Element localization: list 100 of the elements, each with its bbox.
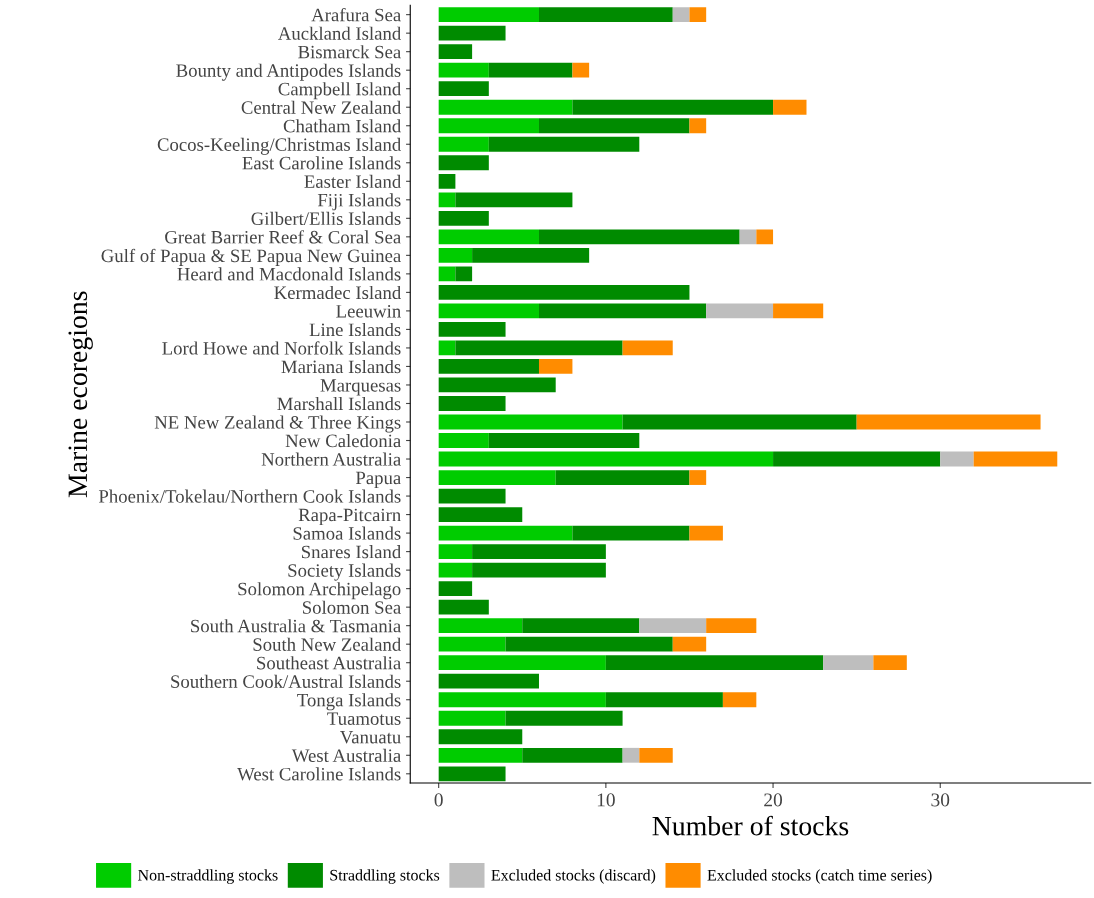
y-tick-label: New Caledonia bbox=[285, 434, 401, 448]
y-tick-label: Tonga Islands bbox=[297, 693, 401, 711]
y-tick-label: Phoenix/Tokelau/Northern Cook Islands bbox=[98, 489, 401, 503]
y-tick-label: Marquesas bbox=[320, 379, 401, 396]
bar bbox=[438, 136, 489, 152]
bar bbox=[438, 266, 456, 282]
bar bbox=[438, 470, 556, 485]
bar bbox=[438, 451, 774, 467]
y-tick-label: Leeuwin bbox=[336, 304, 401, 318]
y-tick-label: Snares Island bbox=[301, 545, 401, 559]
bar bbox=[538, 7, 673, 23]
bar bbox=[505, 636, 673, 652]
bar bbox=[438, 99, 573, 115]
bar bbox=[455, 192, 573, 208]
bar bbox=[438, 192, 456, 208]
y-tick-label: South New Zealand bbox=[253, 637, 401, 651]
y-tick-label: Solomon Sea bbox=[303, 600, 401, 614]
bar bbox=[438, 414, 623, 430]
bar bbox=[438, 747, 523, 763]
bar bbox=[438, 655, 606, 671]
bar bbox=[438, 673, 539, 689]
bar bbox=[622, 340, 673, 356]
bar bbox=[488, 136, 640, 152]
bar bbox=[488, 433, 640, 448]
y-tick-label: Bismarck Sea bbox=[298, 45, 401, 59]
bar bbox=[438, 766, 506, 782]
bar bbox=[538, 303, 707, 319]
bar bbox=[472, 247, 590, 263]
bar bbox=[438, 544, 473, 560]
y-tick-label: Lord Howe and Norfolk Islands bbox=[162, 341, 401, 355]
y-tick-label: Papua bbox=[355, 471, 401, 489]
bar bbox=[438, 62, 489, 78]
legend-label: Straddling stocks bbox=[330, 869, 440, 884]
bar bbox=[438, 173, 456, 189]
x-tick-label: 20 bbox=[764, 793, 783, 807]
legend-label: Non-straddling stocks bbox=[138, 869, 278, 884]
bar bbox=[438, 229, 539, 245]
bar bbox=[472, 544, 606, 560]
bar bbox=[689, 525, 723, 541]
y-tick-label: South Australia & Tasmania bbox=[191, 619, 401, 633]
bar bbox=[438, 210, 489, 226]
y-tick-label: Solomon Archipelago bbox=[238, 582, 401, 600]
y-tick-label: NE New Zealand & Three Kings bbox=[154, 415, 401, 433]
y-tick-label: Cocos-Keeling/Christmas Island bbox=[157, 137, 401, 155]
bar bbox=[438, 359, 539, 374]
bar bbox=[438, 618, 523, 634]
bar bbox=[622, 747, 640, 763]
bar bbox=[522, 618, 640, 634]
bar bbox=[622, 414, 857, 430]
y-tick-label: Rapa-Pitcairn bbox=[298, 508, 401, 526]
bar bbox=[756, 229, 774, 245]
bar bbox=[438, 433, 489, 448]
bar bbox=[555, 470, 690, 485]
bar bbox=[438, 81, 489, 97]
bar bbox=[572, 525, 690, 541]
y-tick-label: Auckland Island bbox=[278, 26, 401, 40]
y-tick-label: Southern Cook/Austral Islands bbox=[171, 674, 401, 688]
bar bbox=[438, 562, 473, 578]
bar bbox=[572, 99, 774, 115]
y-tick-label: Marshall Islands bbox=[277, 396, 401, 411]
bar bbox=[706, 303, 774, 319]
y-tick-label: Tuamotus bbox=[327, 712, 401, 725]
bar bbox=[438, 25, 506, 41]
bar bbox=[722, 692, 757, 708]
y-tick-label: Heard and Macdonald Islands bbox=[177, 267, 401, 281]
bar bbox=[438, 636, 506, 652]
y-tick-label: West Caroline Islands bbox=[237, 767, 401, 781]
bar bbox=[455, 340, 623, 356]
y-tick-label: Fiji Islands bbox=[317, 193, 401, 211]
legend-label: Excluded stocks (discard) bbox=[491, 869, 656, 884]
bar bbox=[438, 377, 556, 393]
bar bbox=[438, 507, 523, 522]
x-tick-label: 0 bbox=[434, 793, 443, 807]
bar bbox=[538, 118, 690, 134]
bar bbox=[672, 636, 707, 652]
bar bbox=[706, 618, 757, 634]
bar bbox=[438, 396, 506, 411]
bar bbox=[689, 7, 707, 23]
bar bbox=[438, 44, 473, 60]
bar bbox=[438, 710, 506, 726]
y-tick-label: Easter Island bbox=[304, 174, 401, 188]
bar bbox=[438, 247, 473, 263]
bar bbox=[438, 599, 489, 615]
y-tick-label: Line Islands bbox=[309, 322, 401, 337]
bar bbox=[538, 229, 740, 245]
bar bbox=[689, 470, 707, 485]
bar bbox=[438, 284, 690, 300]
y-tick-label: Kermadec Island bbox=[274, 285, 401, 300]
bar bbox=[639, 747, 673, 763]
y-tick-label: Great Barrier Reef & Coral Sea bbox=[165, 230, 401, 244]
bar bbox=[823, 655, 874, 671]
bar bbox=[438, 322, 506, 337]
bar bbox=[438, 118, 539, 134]
bar bbox=[438, 729, 523, 745]
bar bbox=[639, 618, 707, 634]
bar bbox=[438, 155, 489, 171]
bar bbox=[739, 229, 757, 245]
bar bbox=[438, 581, 473, 597]
bar bbox=[572, 62, 590, 78]
y-tick-label: Gilbert/Ellis Islands bbox=[251, 211, 401, 226]
